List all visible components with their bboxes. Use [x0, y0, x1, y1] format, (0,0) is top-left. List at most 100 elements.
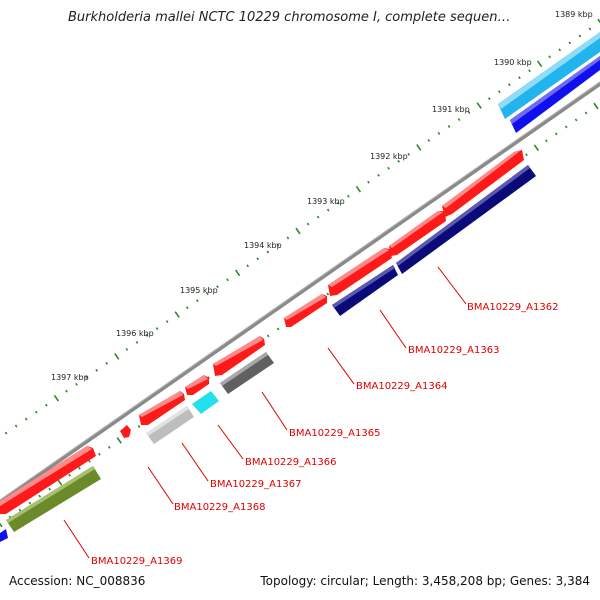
outer-minor-tick — [558, 48, 562, 52]
inner-minor-tick — [68, 473, 71, 477]
outer-major-tick — [234, 269, 241, 277]
outer-major-tick — [114, 353, 120, 360]
cds-arrow — [328, 248, 392, 296]
outer-minor-tick — [95, 368, 99, 372]
inner-minor-tick — [18, 508, 22, 512]
cds-arrow — [389, 211, 446, 256]
cds-arrow — [120, 425, 131, 438]
tick-label-1390: 1390 kbp — [494, 58, 532, 67]
feature-skyblue — [498, 32, 600, 119]
tick-label-1393: 1393 kbp — [307, 197, 345, 206]
tick-label-1397: 1397 kbp — [51, 373, 89, 382]
inner-minor-tick — [107, 445, 111, 449]
gene-label-a1364[interactable]: BMA10229_A1364 — [356, 381, 447, 392]
inner-minor-tick — [276, 327, 280, 331]
outer-minor-tick — [155, 327, 159, 330]
outer-minor-tick — [306, 222, 310, 226]
outer-minor-tick — [165, 320, 169, 324]
outer-minor-tick — [447, 125, 451, 128]
genome-backbone-highlight — [0, 81, 600, 501]
gene-label-a1365[interactable]: BMA10229_A1365 — [289, 428, 380, 439]
outer-minor-tick — [548, 55, 552, 59]
feature-blue — [510, 56, 600, 133]
outer-minor-tick — [326, 208, 330, 212]
outer-minor-tick — [145, 334, 149, 337]
outer-major-tick — [53, 394, 60, 402]
outer-minor-tick — [195, 299, 199, 303]
tick-label-1391: 1391 kbp — [432, 105, 470, 114]
outer-major-tick — [355, 185, 362, 193]
outer-minor-tick — [125, 347, 129, 351]
inner-minor-tick — [207, 376, 210, 380]
gene-label-a1368[interactable]: BMA10229_A1368 — [174, 502, 265, 513]
outer-minor-tick — [497, 90, 501, 94]
feature-blue-edge — [0, 529, 8, 542]
inner-minor-tick — [78, 466, 81, 470]
outer-minor-tick — [65, 389, 68, 393]
inner-minor-tick — [137, 425, 141, 428]
outer-minor-tick — [578, 34, 582, 38]
inner-major-tick — [0, 522, 3, 528]
inner-minor-tick — [38, 494, 42, 498]
inner-minor-tick — [28, 501, 32, 505]
gene-label-a1369[interactable]: BMA10229_A1369 — [91, 556, 182, 567]
gene-label-a1366[interactable]: BMA10229_A1366 — [245, 457, 336, 468]
outer-minor-tick — [44, 403, 48, 407]
inner-minor-tick — [574, 118, 578, 122]
tick-label-1395: 1395 kbp — [180, 286, 218, 295]
outer-minor-tick — [568, 41, 572, 45]
outer-minor-tick — [226, 278, 229, 282]
outer-minor-tick — [286, 236, 290, 240]
outer-major-tick — [476, 102, 482, 109]
outer-minor-tick — [397, 159, 401, 163]
outer-tick-row — [4, 18, 600, 435]
gene-label-a1362[interactable]: BMA10229_A1362 — [467, 302, 558, 313]
inner-minor-tick — [544, 139, 548, 143]
outer-major-tick — [597, 18, 600, 24]
outer-minor-tick — [407, 152, 411, 156]
outer-minor-tick — [518, 76, 521, 80]
feature-navy — [396, 165, 536, 274]
outer-major-tick — [295, 227, 301, 235]
outer-minor-tick — [4, 431, 8, 435]
outer-minor-tick — [528, 69, 531, 73]
outer-minor-tick — [367, 180, 370, 184]
outer-minor-tick — [105, 361, 109, 365]
outer-minor-tick — [588, 27, 592, 31]
genome-summary-text: Topology: circular; Length: 3,458,208 bp… — [260, 574, 590, 588]
tick-label-1389: 1389 kbp — [555, 10, 593, 19]
outer-minor-tick — [276, 243, 280, 247]
outer-minor-tick — [75, 382, 78, 386]
outer-minor-tick — [266, 250, 270, 254]
tick-labels: 1389 kbp 1390 kbp 1391 kbp 1392 kbp 1393… — [51, 10, 593, 382]
outer-minor-tick — [437, 132, 441, 135]
outer-minor-tick — [427, 138, 431, 142]
inner-minor-tick — [525, 153, 528, 157]
outer-minor-tick — [487, 97, 491, 101]
accession-text: Accession: NC_008836 — [9, 574, 146, 588]
tick-label-1394: 1394 kbp — [244, 241, 282, 250]
outer-minor-tick — [336, 201, 340, 205]
outer-minor-tick — [508, 83, 511, 87]
outer-minor-tick — [467, 111, 471, 115]
outer-minor-tick — [85, 375, 88, 379]
gene-labels: BMA10229_A1362 BMA10229_A1363 BMA10229_A… — [91, 302, 558, 567]
gene-label-a1367[interactable]: BMA10229_A1367 — [210, 479, 301, 490]
reverse-track — [0, 165, 536, 542]
outer-minor-tick — [135, 341, 139, 344]
inner-minor-tick — [564, 125, 568, 129]
outer-minor-tick — [377, 173, 380, 177]
inner-minor-tick — [97, 452, 101, 456]
inner-minor-tick — [266, 334, 270, 338]
feature-lightgray — [146, 406, 194, 444]
genome-backbone — [0, 81, 600, 505]
inner-minor-tick — [326, 292, 330, 296]
gene-label-a1363[interactable]: BMA10229_A1363 — [408, 345, 499, 356]
tick-label-1392: 1392 kbp — [370, 152, 408, 161]
feature-olive — [6, 466, 101, 532]
outer-minor-tick — [246, 264, 250, 268]
map-title: Burkholderia mallei NCTC 10229 chromosom… — [68, 10, 511, 25]
inner-major-tick — [593, 102, 599, 110]
label-leaders — [63, 266, 467, 559]
